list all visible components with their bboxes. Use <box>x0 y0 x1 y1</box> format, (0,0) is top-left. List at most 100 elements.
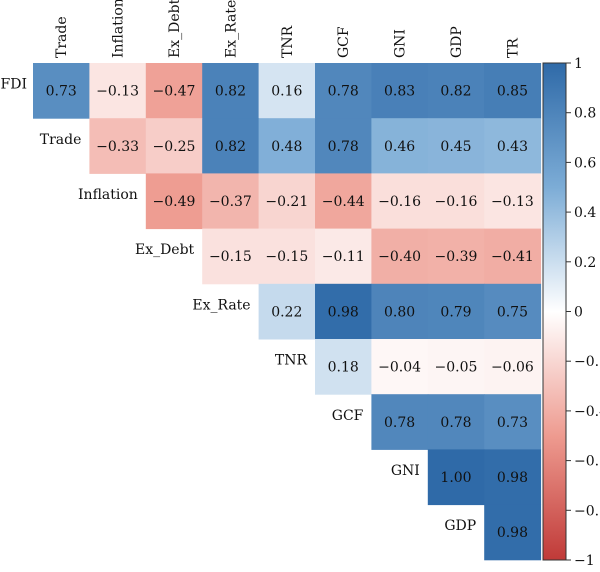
cell-value-label: −0.11 <box>322 249 365 265</box>
cell-value-label: −0.06 <box>491 360 534 376</box>
colorbar-tick-label: 0.6 <box>574 155 596 171</box>
colorbar-tick-label: 0 <box>574 305 583 321</box>
heatmap-cell <box>145 173 203 230</box>
colorbar-tick-label: −0.4 <box>574 404 600 420</box>
row-label: FDI <box>1 77 27 93</box>
column-label: Ex_Rate <box>223 0 239 58</box>
cell-value-label: 0.83 <box>384 84 415 100</box>
heatmap-cell <box>202 118 260 174</box>
row-labels: FDI Trade Inflation Ex_Debt Ex_Rate TNR GCF GNI… <box>1 77 477 535</box>
heatmap-cell <box>484 228 542 285</box>
cell-value-label: −0.16 <box>435 194 478 210</box>
cell-value-label: −0.15 <box>265 249 308 265</box>
cell-value-label: 0.98 <box>328 304 359 320</box>
heatmap-cell <box>484 394 542 450</box>
cell-value-label: 0.78 <box>440 415 471 431</box>
cell-value-label: 0.78 <box>328 84 359 100</box>
colorbar-tick-label: −0.8 <box>574 503 600 519</box>
heatmap-cell <box>371 228 429 285</box>
colorbar-tick-label: 0.2 <box>574 255 596 271</box>
cell-value-label: 0.43 <box>497 139 528 155</box>
cell-value-label: 0.75 <box>497 304 528 320</box>
cell-value-label: 0.22 <box>271 304 302 320</box>
cell-value-label: 0.78 <box>328 139 359 155</box>
heatmap-cell <box>484 339 542 395</box>
colorbar-tick-label: −0.6 <box>574 454 600 470</box>
heatmap-cell <box>371 63 429 119</box>
heatmap-cell <box>427 63 485 119</box>
cell-value-label: 0.85 <box>497 84 528 100</box>
heatmap-cell <box>371 173 429 230</box>
cell-value-label: −0.41 <box>491 249 534 265</box>
heatmap-cell <box>258 283 316 340</box>
cell-value-label: 0.82 <box>215 84 246 100</box>
colorbar-tick-label: −1 <box>574 553 595 569</box>
heatmap-cell <box>202 228 260 285</box>
colorbar-tick-label: −0.2 <box>574 354 600 370</box>
row-label: Inflation <box>78 187 138 203</box>
cell-value-label: −0.25 <box>153 139 196 155</box>
cell-value-label: 0.82 <box>440 84 471 100</box>
heatmap-cell <box>258 118 316 174</box>
heatmap-cell <box>145 118 203 174</box>
cell-value-label: −0.39 <box>435 249 478 265</box>
heatmap-cell <box>371 339 429 395</box>
heatmap-cell <box>427 339 485 395</box>
colorbar <box>542 62 567 561</box>
heatmap-cell <box>371 283 429 340</box>
row-label: GCF <box>332 408 364 424</box>
cell-value-label: −0.47 <box>153 84 196 100</box>
heatmap-cell <box>427 283 485 340</box>
cell-value-label: −0.05 <box>435 360 478 376</box>
cell-value-label: 0.82 <box>215 139 246 155</box>
heatmap-cell <box>33 63 90 119</box>
column-label: Ex_Debt <box>167 0 183 58</box>
cell-value-label: −0.37 <box>209 194 252 210</box>
heatmap-cell <box>484 283 542 340</box>
column-labels: Trade Inflation Ex_Debt Ex_Rate TNR GCF GNI GDP… <box>54 0 521 58</box>
cell-value-label: −0.21 <box>265 194 308 210</box>
heatmap-cell <box>427 394 485 450</box>
cell-value-label: 0.98 <box>497 525 528 541</box>
cell-value-label: 0.18 <box>328 360 359 376</box>
heatmap-cell <box>315 228 372 285</box>
heatmap-cell <box>484 63 542 119</box>
row-label: Trade <box>40 132 82 148</box>
cell-value-label: −0.16 <box>378 194 421 210</box>
heatmap-cell <box>315 173 372 230</box>
heatmap-cell <box>315 118 372 174</box>
colorbar-tick-label: 1 <box>574 56 583 72</box>
heatmap-cell <box>484 118 542 174</box>
cell-value-label: 1.00 <box>440 470 471 486</box>
column-label: Inflation <box>111 0 127 58</box>
heatmap-cell <box>89 118 147 174</box>
heatmap-cell <box>315 63 372 119</box>
column-label: TR <box>505 38 521 58</box>
colorbar-ticks: 1 0.8 0.6 0.4 0.2 0 −0.2 −0.4 −0.6 −0.8 −1 <box>566 56 600 569</box>
column-label: GCF <box>336 26 352 58</box>
heatmap-cell <box>427 449 485 506</box>
heatmap-cell <box>484 173 542 230</box>
heatmap-cell <box>202 63 260 119</box>
row-label: GNI <box>391 463 420 479</box>
cell-value-label: −0.15 <box>209 249 252 265</box>
cell-value-label: −0.49 <box>153 194 196 210</box>
row-label: Ex_Rate <box>192 297 250 313</box>
cell-value-label: −0.13 <box>96 84 139 100</box>
cell-value-label: 0.46 <box>384 139 415 155</box>
cell-value-label: 0.45 <box>440 139 471 155</box>
heatmap-cell <box>484 504 542 561</box>
column-label: TNR <box>280 25 296 58</box>
heatmap-cell <box>371 118 429 174</box>
colorbar-tick-label: 0.4 <box>574 205 596 221</box>
heatmap-cell <box>371 394 429 450</box>
cell-value-label: −0.44 <box>322 194 365 210</box>
cell-value-label: −0.40 <box>378 249 421 265</box>
colorbar-tick-label: 0.8 <box>574 106 596 122</box>
heatmap-cell <box>315 283 372 340</box>
heatmap-cell <box>145 63 203 119</box>
heatmap-cell <box>258 63 316 119</box>
cell-value-label: 0.73 <box>497 415 528 431</box>
cell-value-label: 0.98 <box>497 470 528 486</box>
